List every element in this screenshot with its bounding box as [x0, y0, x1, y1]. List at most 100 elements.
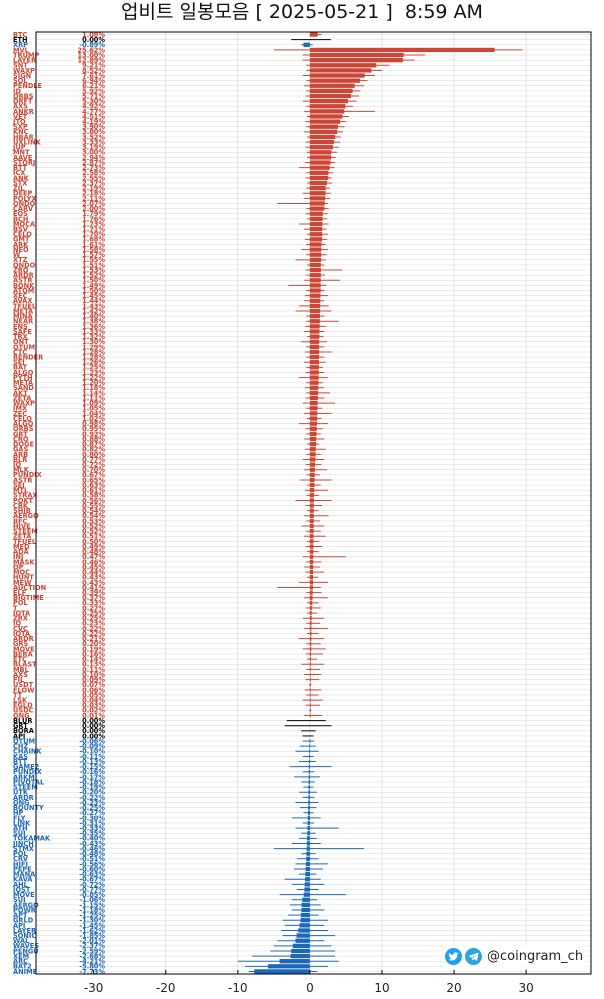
- row-label-pct: 0.00%: [82, 722, 105, 730]
- row-label-pct: 1.42%: [82, 307, 105, 315]
- row-label-name: UXLINK: [13, 138, 42, 146]
- row-label-name: SHIB: [13, 507, 31, 515]
- row-label-name: KAVA: [13, 876, 33, 884]
- value-bar: [309, 431, 317, 437]
- row-label-pct: 1.68%: [82, 236, 105, 244]
- row-label-pct: 1.76%: [82, 215, 105, 223]
- row-label-pct: 1.36%: [82, 323, 105, 331]
- value-bar: [309, 288, 321, 293]
- row-label-pct: 1.49%: [82, 282, 105, 290]
- row-label-pct: 25.62%: [78, 46, 106, 54]
- row-label-name: CELO: [13, 415, 32, 423]
- row-label-pct: 1.40%: [82, 313, 105, 321]
- row-label-pct: 0.07%: [82, 681, 105, 689]
- value-bar: [306, 846, 310, 851]
- row-label-name: ARDR: [13, 635, 34, 643]
- value-bar: [309, 180, 327, 186]
- row-label-name: SIGN: [13, 72, 31, 80]
- row-label-pct: 0.67%: [82, 471, 105, 479]
- value-bar: [279, 959, 310, 964]
- value-bar: [309, 600, 313, 605]
- row-label-pct: 1.53%: [82, 266, 105, 274]
- value-bar: [309, 754, 310, 759]
- plot-frame: [35, 31, 592, 975]
- value-bar: [309, 626, 312, 631]
- value-bar: [309, 488, 315, 493]
- row-label-pct: 0.45%: [82, 563, 105, 571]
- row-label-pct: 0.70%: [82, 466, 105, 474]
- chart-title: 업비트 일봉모음 [ 2025-05-21 ] 8:59 AM: [121, 1, 483, 23]
- row-label-name: USDC: [13, 707, 34, 715]
- row-label-pct: 4.51%: [82, 113, 105, 121]
- row-label-pct: 0.22%: [82, 625, 105, 633]
- row-label-pct: 1.28%: [82, 348, 105, 356]
- row-label-name: PIVOTAL: [13, 778, 45, 786]
- row-label-pct: 0.47%: [82, 553, 105, 561]
- row-label-name: ALGO: [13, 369, 34, 377]
- row-label-name: ID: [13, 87, 21, 95]
- row-label-pct: 0.33%: [82, 599, 105, 607]
- value-bar: [309, 462, 316, 467]
- value-bar: [309, 539, 314, 544]
- value-bar: [309, 165, 330, 170]
- value-bar: [309, 324, 320, 329]
- value-bar: [309, 273, 321, 278]
- row-label-pct: -0.43%: [79, 840, 105, 848]
- row-label-pct: -7.73%: [79, 968, 105, 976]
- value-bar: [302, 897, 310, 902]
- row-label-pct: -1.18%: [79, 906, 105, 914]
- row-label-name: MINA: [13, 313, 34, 321]
- value-bar: [309, 534, 314, 539]
- value-bar: [309, 447, 316, 452]
- row-label-name: API: [13, 732, 25, 740]
- row-label-pct: 3.00%: [82, 149, 105, 157]
- row-label-pct: 2.07%: [82, 200, 105, 208]
- row-label-pct: 3.80%: [82, 128, 105, 136]
- row-label-pct: 0.87%: [82, 441, 105, 449]
- row-label-name: HUNT: [13, 574, 34, 582]
- row-label-pct: 1.26%: [82, 359, 105, 367]
- row-label-name: IOTA: [13, 609, 31, 617]
- row-label-name: AHL: [13, 881, 29, 889]
- row-label-name: PUNDIX: [13, 471, 42, 479]
- value-bar: [309, 216, 323, 222]
- row-label-name: SOL: [13, 77, 28, 85]
- value-bar: [309, 129, 338, 134]
- value-bar: [309, 319, 320, 324]
- value-bar: [309, 544, 314, 549]
- row-label-name: FLOW: [13, 686, 35, 694]
- value-bar: [309, 616, 312, 621]
- value-bar: [309, 569, 314, 575]
- row-label-name: MTL: [13, 487, 29, 495]
- value-bar: [307, 815, 310, 821]
- row-label-name: VET: [13, 113, 28, 121]
- value-bar: [309, 395, 318, 401]
- value-bar: [305, 861, 310, 867]
- row-label-pct: 1.32%: [82, 333, 105, 341]
- row-label-name: GAME2: [13, 763, 40, 771]
- row-label-pct: 1.02%: [82, 415, 105, 423]
- row-label-pct: 0.06%: [82, 686, 105, 694]
- row-label-name: TRUMP: [13, 51, 39, 59]
- value-bar: [309, 564, 314, 570]
- row-label-name: STX: [13, 179, 27, 187]
- value-bar: [309, 662, 311, 667]
- value-bar: [309, 493, 315, 498]
- row-label-name: API: [13, 922, 25, 930]
- row-label-pct: 1.73%: [82, 220, 105, 228]
- row-label-name: QTUM: [13, 737, 35, 745]
- value-bar: [309, 575, 313, 580]
- row-label-pct: 1.20%: [82, 379, 105, 387]
- row-label-name: WAXP: [13, 67, 35, 75]
- row-label-name: ARC: [13, 958, 28, 966]
- value-bar: [309, 559, 314, 565]
- row-label-name: TRX: [13, 333, 28, 341]
- value-bar: [309, 667, 311, 672]
- row-label-name: OP: [13, 563, 24, 571]
- value-bar: [309, 636, 312, 641]
- row-label-name: ONG: [13, 799, 30, 807]
- value-bar: [309, 682, 311, 687]
- row-label-name: AXS: [13, 103, 28, 111]
- row-label-pct: 2.55%: [82, 174, 105, 182]
